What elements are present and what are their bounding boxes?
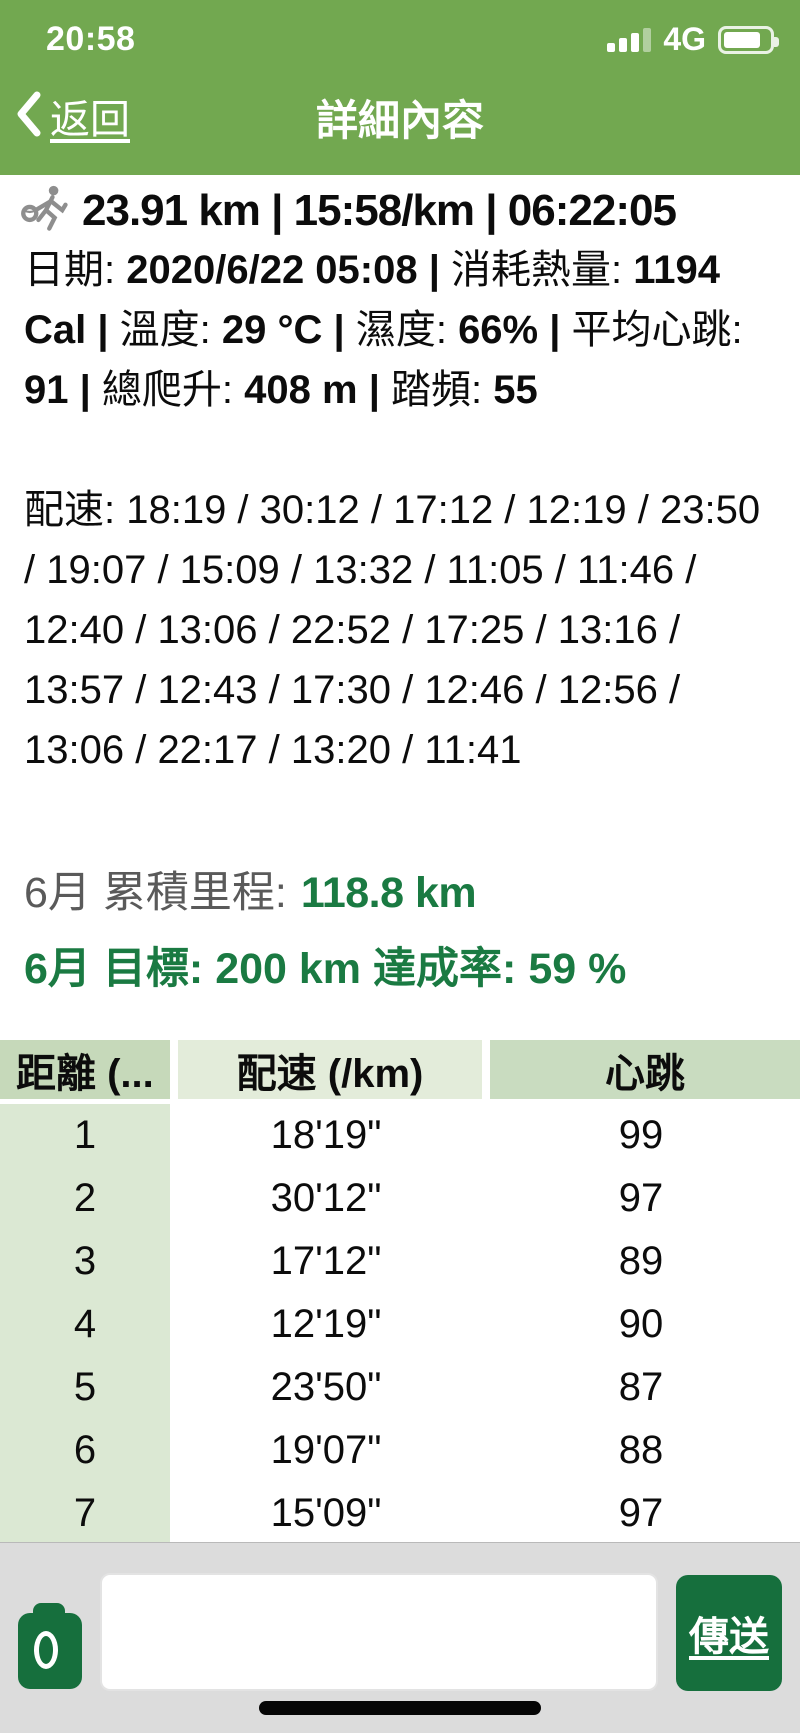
top-bar: 20:58 4G 返回 詳細內容 <box>0 0 800 175</box>
detail-segment: 55 <box>493 368 538 412</box>
cell-heartrate: 99 <box>618 1113 664 1157</box>
detail-segment: 總爬升: <box>101 368 245 412</box>
cell-pace: 17'12" <box>270 1239 382 1283</box>
detail-segment: | <box>417 248 452 292</box>
table-row: 2 30'12" 97 <box>0 1167 800 1230</box>
home-indicator[interactable] <box>259 1701 541 1715</box>
cell-distance: 3 <box>0 1230 170 1293</box>
page-title: 詳細內容 <box>315 97 484 144</box>
cell-distance: 6 <box>0 1419 170 1482</box>
detail-segment: 29 °C <box>221 308 323 352</box>
table-row: 4 12'19" 90 <box>0 1293 800 1356</box>
goal-value: 200 km <box>215 945 362 993</box>
col-header-heartrate: 心跳 <box>482 1040 800 1104</box>
detail-segment: 溫度: <box>119 308 222 352</box>
detail-segment: | <box>68 368 102 412</box>
activity-details: 日期: 2020/6/22 05:08 | 消耗熱量: 1194 Cal | 溫… <box>24 240 778 420</box>
detail-segment: 2020/6/22 05:08 <box>126 248 418 292</box>
cell-pace: 23'50" <box>270 1365 382 1409</box>
splits-table: 距離 (... 配速 (/km) 心跳 1 18'19" 99 2 30'12" 97 3 1… <box>0 1040 800 1542</box>
cell-heartrate: 89 <box>618 1239 664 1283</box>
table-row: 1 18'19" 99 <box>0 1104 800 1167</box>
monthly-distance-label: 6月 累積里程: <box>24 869 287 917</box>
table-header-row: 距離 (... 配速 (/km) 心跳 <box>0 1040 800 1104</box>
pace-paragraph: 配速: 18:19 / 30:12 / 17:12 / 12:19 / 23:5… <box>24 488 761 772</box>
monthly-distance-value: 118.8 km <box>300 869 477 917</box>
detail-segment: 平均心跳: <box>571 308 743 352</box>
message-input[interactable] <box>100 1573 658 1691</box>
status-bar: 20:58 4G <box>0 0 800 59</box>
status-time: 20:58 <box>46 20 136 58</box>
detail-segment: 消耗熱量: <box>451 248 634 292</box>
cell-distance: 5 <box>0 1356 170 1419</box>
detail-segment: 踏頻: <box>391 368 494 412</box>
table-row: 6 19'07" 88 <box>0 1419 800 1482</box>
summary-text: 23.91 km | 15:58/km | 06:22:05 <box>82 185 677 235</box>
table-row: 7 15'09" 97 <box>0 1482 800 1542</box>
splits-table-wrap: 距離 (... 配速 (/km) 心跳 1 18'19" 99 2 30'12" 97 3 1… <box>0 1040 800 1542</box>
monthly-goal-line: 6月 目標: 200 km 達成率: 59 % <box>24 934 638 996</box>
runner-icon <box>20 182 72 239</box>
camera-button[interactable] <box>18 1603 82 1689</box>
navigation-bar: 返回 詳細內容 <box>0 87 800 149</box>
signal-strength-icon <box>607 27 652 52</box>
cell-pace: 12'19" <box>270 1302 382 1346</box>
detail-segment: 日期: <box>24 248 127 292</box>
cell-distance: 4 <box>0 1293 170 1356</box>
table-row: 5 23'50" 87 <box>0 1356 800 1419</box>
cell-distance: 2 <box>0 1167 170 1230</box>
activity-summary: 23.91 km | 15:58/km | 06:22:05 <box>20 182 790 239</box>
table-row: 3 17'12" 89 <box>0 1230 800 1293</box>
cell-distance: 7 <box>0 1482 170 1542</box>
detail-segment: 1194 Cal <box>24 248 721 352</box>
detail-segment: 66% <box>458 308 539 352</box>
detail-segment: | <box>322 308 356 352</box>
cell-heartrate: 97 <box>618 1176 664 1220</box>
cell-distance: 1 <box>0 1104 170 1167</box>
back-button[interactable]: 返回 <box>14 87 130 145</box>
detail-segment: 408 m <box>244 368 358 412</box>
cell-heartrate: 90 <box>618 1302 664 1346</box>
detail-segment: 濕度: <box>355 308 459 352</box>
cell-pace: 18'19" <box>270 1113 382 1157</box>
cell-heartrate: 97 <box>618 1491 664 1535</box>
cell-heartrate: 87 <box>618 1365 664 1409</box>
col-header-pace: 配速 (/km) <box>170 1040 482 1104</box>
goal-rate-label: 達成率: <box>373 945 517 993</box>
detail-segment: | <box>357 368 391 412</box>
send-button[interactable]: 傳送 <box>676 1575 782 1691</box>
goal-label: 6月 目標: <box>24 945 204 993</box>
goal-rate-value: 59 % <box>528 945 627 993</box>
detail-segment: | <box>86 308 120 352</box>
network-type-label: 4G <box>663 21 706 57</box>
monthly-distance-line: 6月 累積里程: 118.8 km <box>24 858 477 920</box>
detail-segment: 91 <box>24 368 69 412</box>
chevron-left-icon <box>14 90 42 143</box>
cell-pace: 15'09" <box>270 1491 382 1535</box>
battery-icon <box>718 25 779 54</box>
message-composer: 傳送 <box>0 1542 800 1733</box>
cell-pace: 19'07" <box>270 1428 382 1472</box>
cell-pace: 30'12" <box>270 1176 382 1220</box>
back-label: 返回 <box>50 98 130 142</box>
splits-table-body: 1 18'19" 99 2 30'12" 97 3 17'12" 89 4 12'19" 90 5 23'… <box>0 1104 800 1542</box>
col-header-distance: 距離 (... <box>0 1040 170 1104</box>
cell-heartrate: 88 <box>618 1428 664 1472</box>
status-icons: 4G <box>607 21 779 58</box>
detail-segment: | <box>538 308 572 352</box>
